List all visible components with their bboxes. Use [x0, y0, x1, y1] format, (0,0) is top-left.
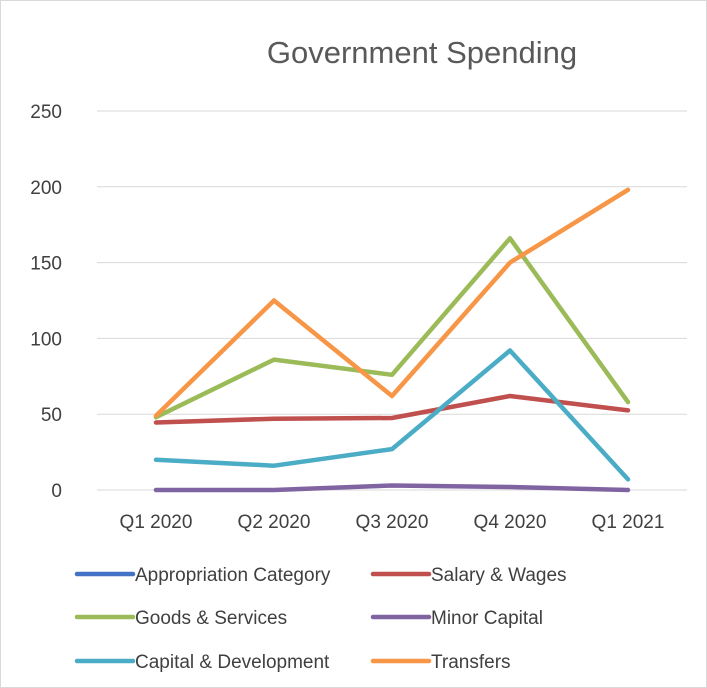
chart-title: Government Spending [267, 35, 577, 70]
x-axis-ticks: Q1 2020 Q2 2020 Q3 2020 Q4 2020 Q1 2021 [120, 512, 665, 533]
y-axis-ticks: 0 50 100 150 200 250 [30, 102, 62, 502]
x-tick-label: Q1 2020 [120, 512, 193, 533]
legend-label: Appropriation Category [135, 565, 331, 586]
legend: Appropriation Category Salary & Wages Good… [74, 565, 567, 673]
legend-label: Transfers [431, 652, 511, 673]
series-line [153, 393, 631, 425]
x-tick-label: Q2 2020 [238, 512, 311, 533]
series-line [153, 236, 631, 420]
x-tick-label: Q1 2021 [592, 512, 665, 533]
x-tick-label: Q4 2020 [474, 512, 547, 533]
y-tick-label: 100 [30, 329, 62, 350]
series-line [153, 483, 631, 493]
y-tick-label: 0 [51, 481, 62, 502]
series-lines [153, 187, 631, 493]
legend-label: Capital & Development [135, 652, 330, 673]
series-line [153, 187, 631, 418]
y-tick-label: 250 [30, 102, 62, 123]
gridlines [97, 110, 687, 491]
y-tick-label: 150 [30, 254, 62, 275]
legend-label: Goods & Services [135, 608, 287, 629]
legend-label: Minor Capital [431, 608, 543, 629]
y-tick-label: 50 [41, 405, 62, 426]
series-line [153, 348, 631, 482]
y-tick-label: 200 [30, 178, 62, 199]
x-tick-label: Q3 2020 [356, 512, 429, 533]
legend-label: Salary & Wages [431, 565, 567, 586]
